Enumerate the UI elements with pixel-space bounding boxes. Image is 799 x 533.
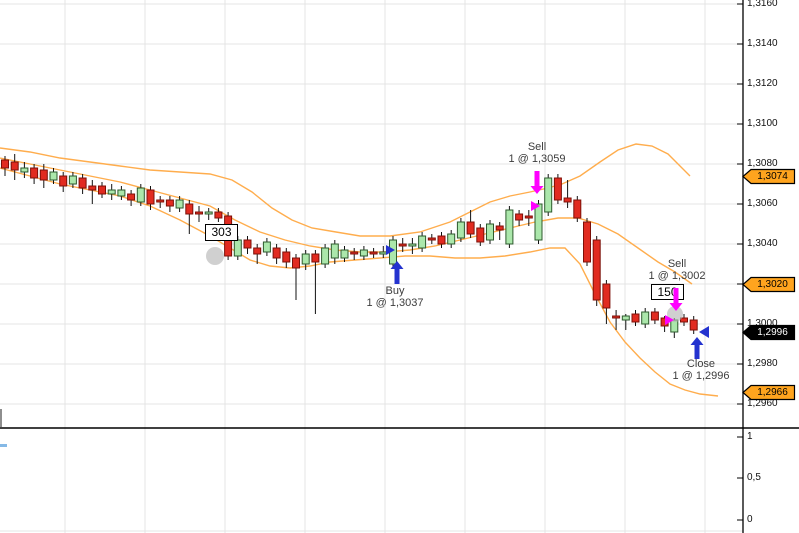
sell-entry-marker-1-icon [531, 201, 540, 211]
candle-body [98, 185, 106, 195]
candle-body [476, 227, 485, 243]
candle-body [359, 249, 368, 257]
candle-body [10, 161, 19, 171]
sell-entry-marker-2-icon [665, 315, 674, 325]
candle-body [641, 311, 650, 325]
candle-body [146, 189, 155, 205]
candle-body [20, 167, 29, 173]
candle-body [350, 251, 359, 255]
candle-body [418, 235, 427, 249]
candle-body [689, 319, 698, 331]
candle-body [583, 221, 591, 263]
price-axis[interactable] [743, 0, 799, 533]
candle-body [59, 175, 68, 187]
candle-body [515, 213, 524, 221]
candle-body [1, 159, 9, 169]
candle-body [272, 247, 281, 259]
candle-body [680, 317, 688, 323]
candle-body [88, 185, 97, 191]
close-exit-marker-icon [699, 326, 709, 338]
candle-body [524, 215, 533, 219]
candle-body [505, 209, 514, 245]
candle-body [30, 167, 39, 179]
candle-body [495, 225, 504, 231]
candle-body [456, 221, 465, 239]
candle-body [301, 253, 310, 265]
candle-body [398, 243, 407, 247]
candle-body [78, 177, 87, 189]
candle-body [107, 189, 116, 195]
candle-body [631, 313, 640, 323]
candle-body [262, 241, 271, 253]
candle-body [427, 237, 436, 241]
candle-body [330, 243, 339, 259]
candle-body [379, 251, 388, 255]
candle-body [49, 171, 58, 181]
candle-body [408, 243, 417, 247]
bollinger-bands [0, 143, 719, 397]
candle-body [175, 199, 184, 209]
candle-body [282, 251, 291, 263]
order-fill-circle [206, 247, 224, 265]
bollinger-middle-line [0, 157, 693, 285]
bollinger-lower-line [0, 167, 719, 397]
candle-body [621, 315, 630, 321]
indicator-line-stub [0, 444, 7, 447]
candles-series [1, 154, 698, 338]
candle-body [136, 187, 145, 203]
candle-body [486, 223, 494, 241]
candle-body [233, 239, 242, 257]
candle-body [544, 177, 553, 213]
candle-body [39, 169, 48, 181]
candle-body [650, 311, 659, 321]
candle-body [573, 199, 582, 219]
candle-body [447, 233, 456, 245]
bollinger-upper-line [0, 143, 691, 237]
candle-body [592, 239, 601, 301]
axis-tick-marks [737, 3, 743, 521]
buy-entry-marker-icon [386, 245, 395, 255]
candle-body [321, 247, 330, 265]
candle-body [243, 239, 252, 249]
candle-body [253, 247, 262, 255]
candle-body [563, 197, 572, 203]
candle-body [466, 221, 475, 235]
candle-body [127, 193, 136, 201]
candle-body [195, 211, 203, 215]
candle-body [117, 189, 126, 197]
gridlines [0, 0, 743, 533]
candle-body [602, 283, 611, 309]
candle-body [68, 175, 77, 185]
candle-body [156, 199, 165, 203]
candle-body [437, 235, 446, 245]
candle-body [185, 203, 194, 215]
candle-body [311, 253, 320, 263]
candle-body [553, 177, 562, 201]
candle-body [292, 257, 300, 269]
candle-body [340, 249, 349, 259]
candle-body [214, 211, 223, 219]
candle-body [369, 251, 378, 255]
candle-body [204, 211, 213, 215]
candle-body [224, 215, 233, 257]
candle-body [612, 315, 621, 319]
candle-body [534, 203, 543, 241]
candle-body [165, 199, 174, 207]
